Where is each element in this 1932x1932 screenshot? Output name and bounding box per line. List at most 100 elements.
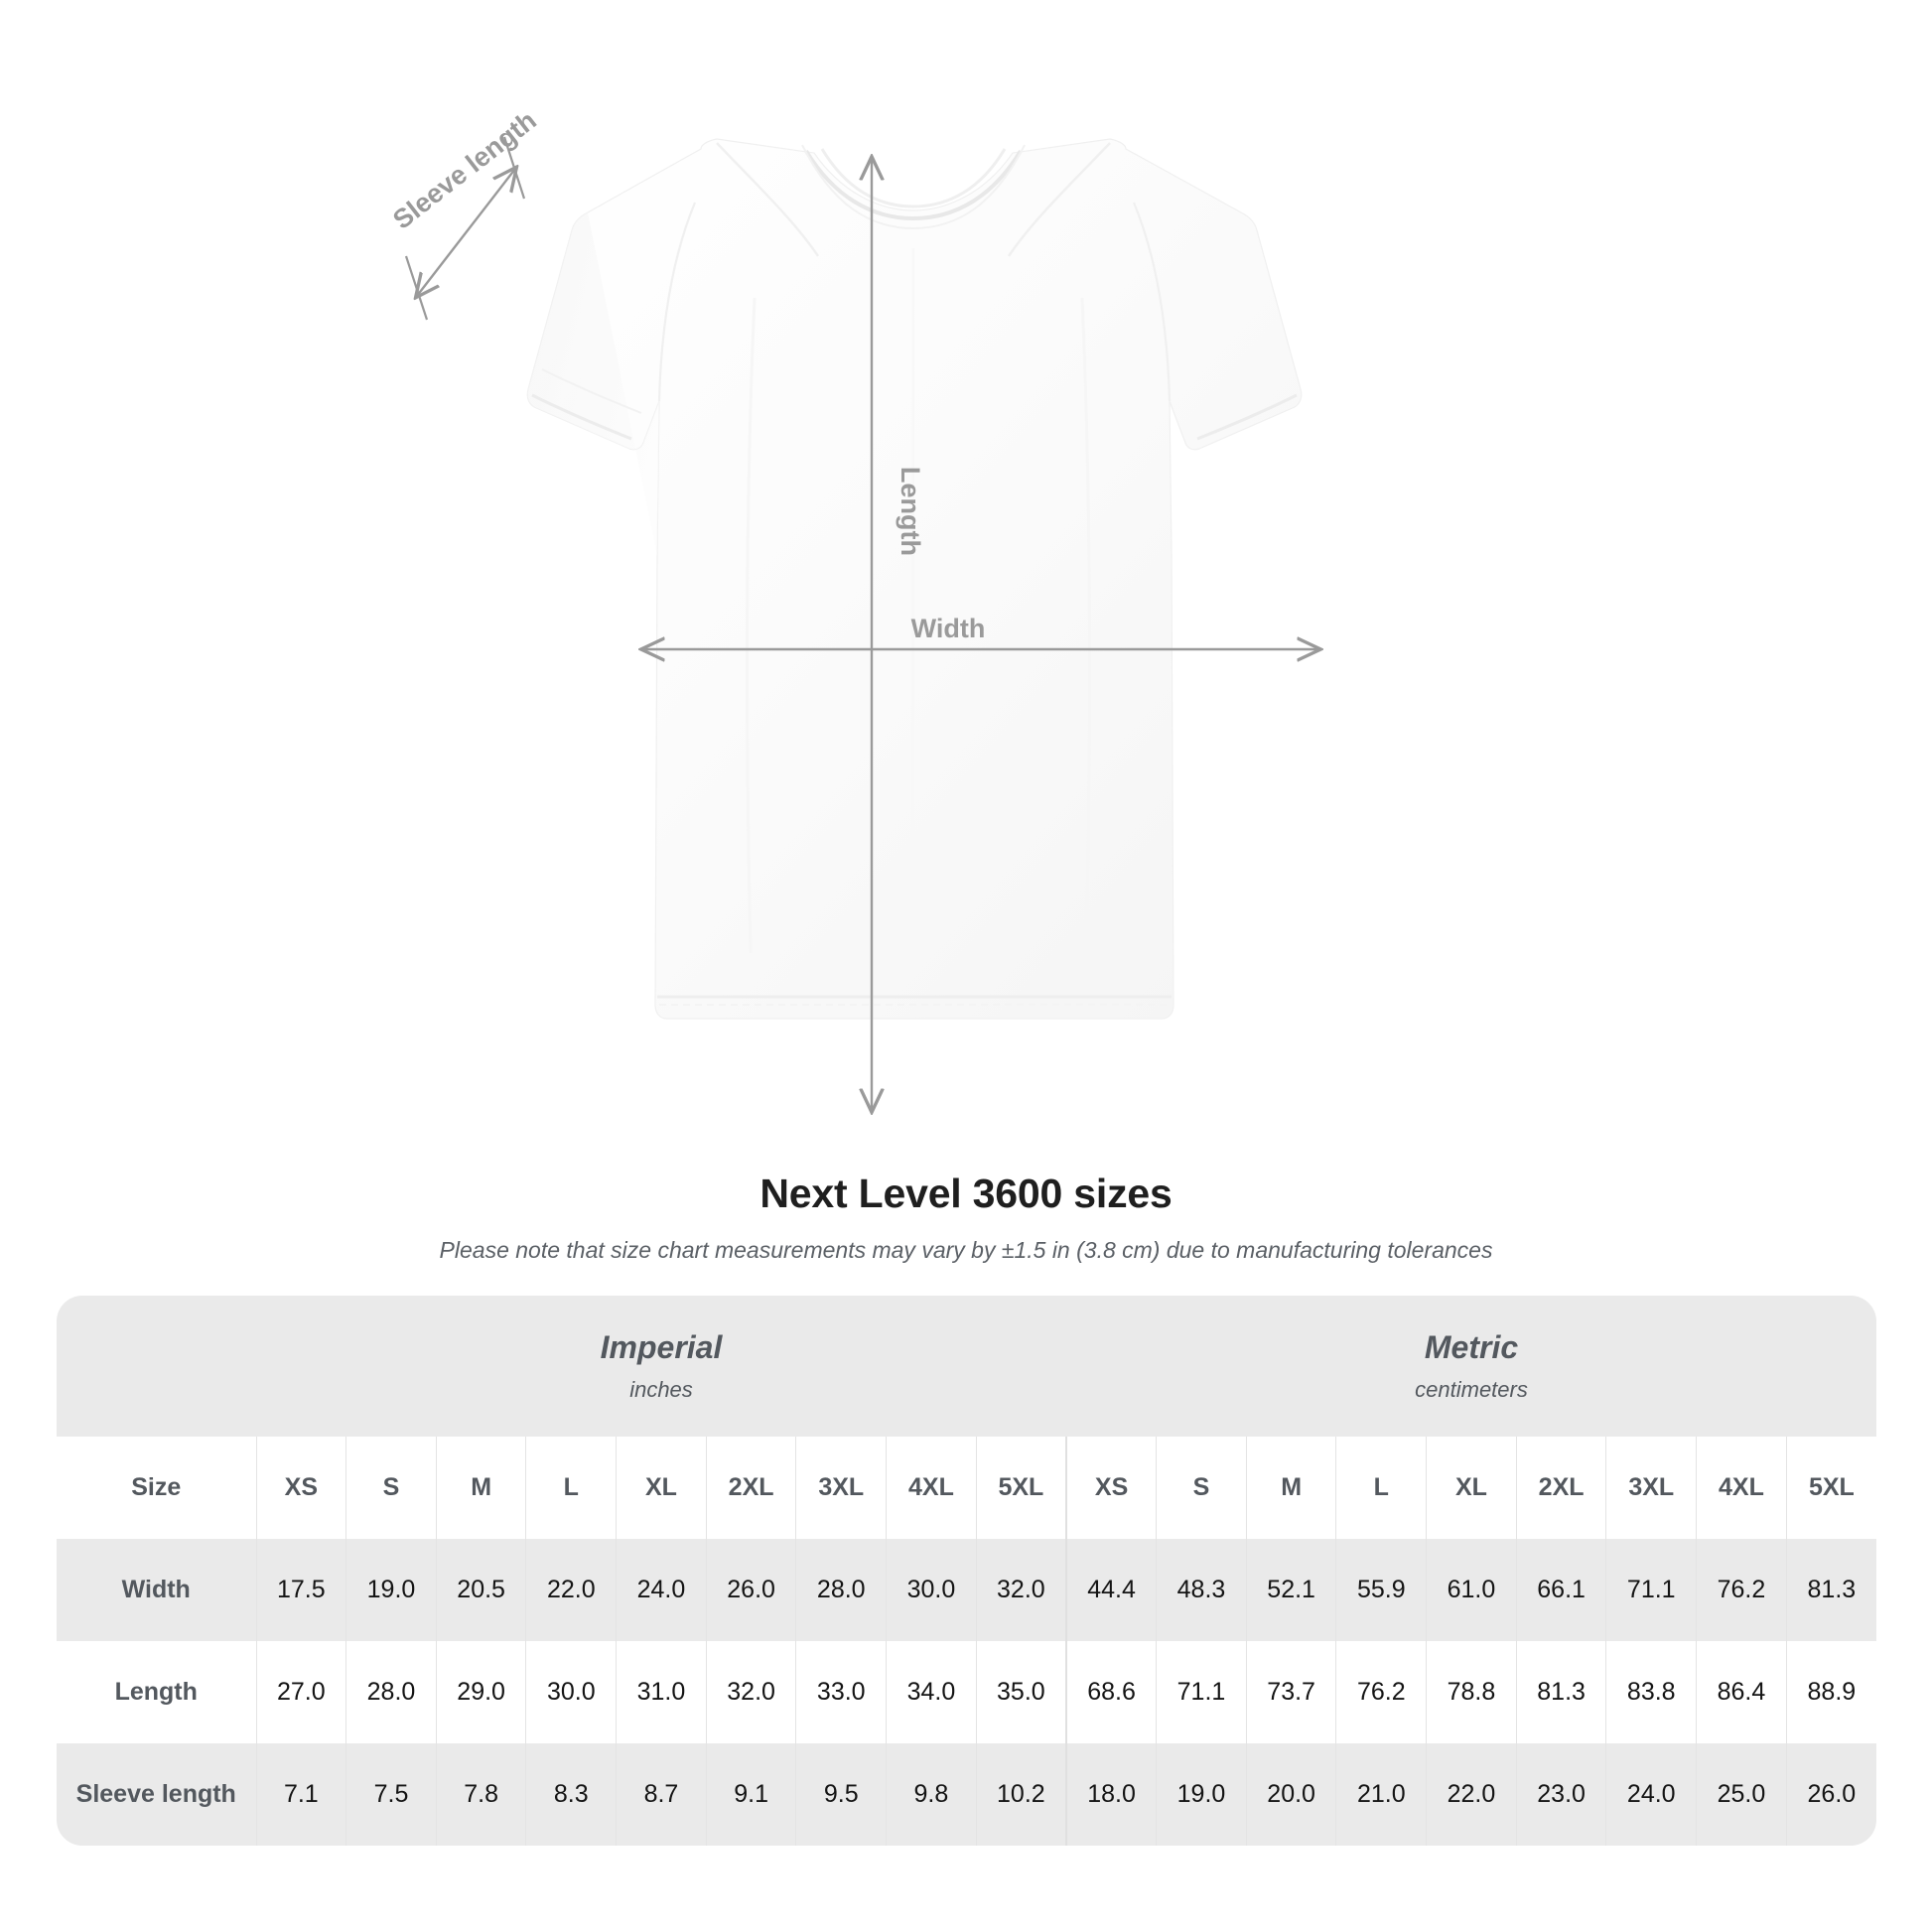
- page-subtitle: Please note that size chart measurements…: [439, 1237, 1493, 1264]
- cell-imperial: 29.0: [435, 1641, 526, 1743]
- size-chart-table-wrapper: Imperial inches Metric centimeters Size XS S M L…: [57, 1296, 1876, 1846]
- unit-system-unit: centimeters: [1415, 1377, 1528, 1403]
- cell-imperial: 22.0: [525, 1539, 617, 1641]
- size-header-imperial-m: M: [435, 1437, 526, 1539]
- cell-imperial: 32.0: [975, 1539, 1066, 1641]
- size-column-header: Size: [57, 1437, 256, 1539]
- cell-imperial: 35.0: [975, 1641, 1066, 1743]
- table-row: Width 17.5 19.0 20.5 22.0 24.0 26.0 28.0 30.0 32.…: [57, 1539, 1876, 1641]
- tshirt-body-shape: [526, 138, 1303, 1020]
- cell-imperial: 28.0: [345, 1641, 437, 1743]
- size-header-metric-3xl: 3XL: [1605, 1437, 1697, 1539]
- cell-metric: 48.3: [1156, 1539, 1247, 1641]
- cell-metric: 61.0: [1426, 1539, 1517, 1641]
- size-header-metric-2xl: 2XL: [1515, 1437, 1606, 1539]
- sleeve-length-measurement: Sleeve length: [387, 105, 542, 321]
- cell-imperial: 9.8: [886, 1743, 977, 1846]
- cell-metric: 78.8: [1426, 1641, 1517, 1743]
- unit-system-name: Imperial: [600, 1329, 723, 1366]
- size-header-imperial-l: L: [525, 1437, 617, 1539]
- size-header-row: Size XS S M L XL 2XL 3XL 4XL 5XL XS S M L XL 2XL 3XL 4XL 5…: [57, 1437, 1876, 1539]
- cell-metric: 20.0: [1245, 1743, 1336, 1846]
- size-header-imperial-3xl: 3XL: [795, 1437, 887, 1539]
- sleeve-length-arrow: [417, 169, 515, 296]
- cell-imperial: 7.5: [345, 1743, 437, 1846]
- unit-banner-spacer: [57, 1296, 256, 1437]
- size-header-metric-m: M: [1245, 1437, 1336, 1539]
- table-row: Length 27.0 28.0 29.0 30.0 31.0 32.0 33.0 34.0 35…: [57, 1641, 1876, 1743]
- tshirt-diagram: Length Width Sleeve length: [387, 105, 1932, 1152]
- cell-imperial: 9.1: [705, 1743, 796, 1846]
- unit-system-unit: inches: [629, 1377, 693, 1403]
- cell-metric: 26.0: [1785, 1743, 1876, 1846]
- cell-metric: 76.2: [1696, 1539, 1787, 1641]
- size-header-imperial-xs: XS: [255, 1437, 346, 1539]
- cell-imperial: 26.0: [705, 1539, 796, 1641]
- cell-metric: 55.9: [1335, 1539, 1427, 1641]
- cell-imperial: 20.5: [435, 1539, 526, 1641]
- cell-metric: 76.2: [1335, 1641, 1427, 1743]
- measurement-label-width: Width: [57, 1539, 256, 1641]
- unit-system-metric: Metric centimeters: [1066, 1296, 1876, 1437]
- size-header-imperial-4xl: 4XL: [886, 1437, 977, 1539]
- cell-metric: 81.3: [1785, 1539, 1876, 1641]
- cell-imperial: 24.0: [616, 1539, 707, 1641]
- size-chart-table: Imperial inches Metric centimeters Size XS S M L…: [57, 1296, 1876, 1846]
- size-header-metric-xs: XS: [1065, 1437, 1157, 1539]
- tshirt-illustration: Length Width Sleeve length: [387, 105, 1932, 1152]
- cell-metric: 44.4: [1065, 1539, 1157, 1641]
- unit-system-banner-row: Imperial inches Metric centimeters: [57, 1296, 1876, 1437]
- length-label: Length: [896, 467, 925, 556]
- size-header-metric-xl: XL: [1426, 1437, 1517, 1539]
- cell-metric: 22.0: [1426, 1743, 1517, 1846]
- cell-imperial: 32.0: [705, 1641, 796, 1743]
- cell-metric: 81.3: [1515, 1641, 1606, 1743]
- size-header-metric-l: L: [1335, 1437, 1427, 1539]
- size-header-imperial-2xl: 2XL: [705, 1437, 796, 1539]
- cell-imperial: 30.0: [886, 1539, 977, 1641]
- cell-metric: 86.4: [1696, 1641, 1787, 1743]
- sleeve-length-label: Sleeve length: [387, 105, 542, 235]
- measurement-label-length: Length: [57, 1641, 256, 1743]
- cell-imperial: 34.0: [886, 1641, 977, 1743]
- size-header-metric-s: S: [1156, 1437, 1247, 1539]
- cell-imperial: 9.5: [795, 1743, 887, 1846]
- title-block: Next Level 3600 sizes Please note that s…: [0, 1170, 1932, 1266]
- cell-metric: 24.0: [1605, 1743, 1697, 1846]
- cell-metric: 21.0: [1335, 1743, 1427, 1846]
- cell-imperial: 17.5: [255, 1539, 346, 1641]
- cell-imperial: 33.0: [795, 1641, 887, 1743]
- size-header-metric-4xl: 4XL: [1696, 1437, 1787, 1539]
- size-header-imperial-5xl: 5XL: [975, 1437, 1066, 1539]
- width-label: Width: [911, 614, 986, 643]
- cell-imperial: 7.8: [435, 1743, 526, 1846]
- cell-metric: 66.1: [1515, 1539, 1606, 1641]
- width-measurement: Width: [643, 614, 1318, 649]
- cell-metric: 88.9: [1785, 1641, 1876, 1743]
- cell-metric: 19.0: [1156, 1743, 1247, 1846]
- cell-metric: 71.1: [1605, 1539, 1697, 1641]
- cell-imperial: 8.3: [525, 1743, 617, 1846]
- size-header-metric-5xl: 5XL: [1785, 1437, 1876, 1539]
- table-row: Sleeve length 7.1 7.5 7.8 8.3 8.7 9.1 9.5 9.8 10.…: [57, 1743, 1876, 1846]
- unit-system-imperial: Imperial inches: [256, 1296, 1066, 1437]
- cell-metric: 52.1: [1245, 1539, 1336, 1641]
- cell-imperial: 8.7: [616, 1743, 707, 1846]
- cell-imperial: 27.0: [255, 1641, 346, 1743]
- cell-imperial: 19.0: [345, 1539, 437, 1641]
- cell-imperial: 30.0: [525, 1641, 617, 1743]
- cell-metric: 83.8: [1605, 1641, 1697, 1743]
- length-measurement: Length: [872, 159, 925, 1110]
- cell-metric: 18.0: [1065, 1743, 1157, 1846]
- page-title: Next Level 3600 sizes: [759, 1171, 1173, 1216]
- cell-imperial: 10.2: [975, 1743, 1066, 1846]
- cell-metric: 73.7: [1245, 1641, 1336, 1743]
- size-header-imperial-xl: XL: [616, 1437, 707, 1539]
- size-header-imperial-s: S: [345, 1437, 437, 1539]
- cell-metric: 23.0: [1515, 1743, 1606, 1846]
- measurement-label-sleeve-length: Sleeve length: [57, 1743, 256, 1846]
- unit-system-name: Metric: [1424, 1329, 1519, 1366]
- cell-imperial: 31.0: [616, 1641, 707, 1743]
- cell-metric: 25.0: [1696, 1743, 1787, 1846]
